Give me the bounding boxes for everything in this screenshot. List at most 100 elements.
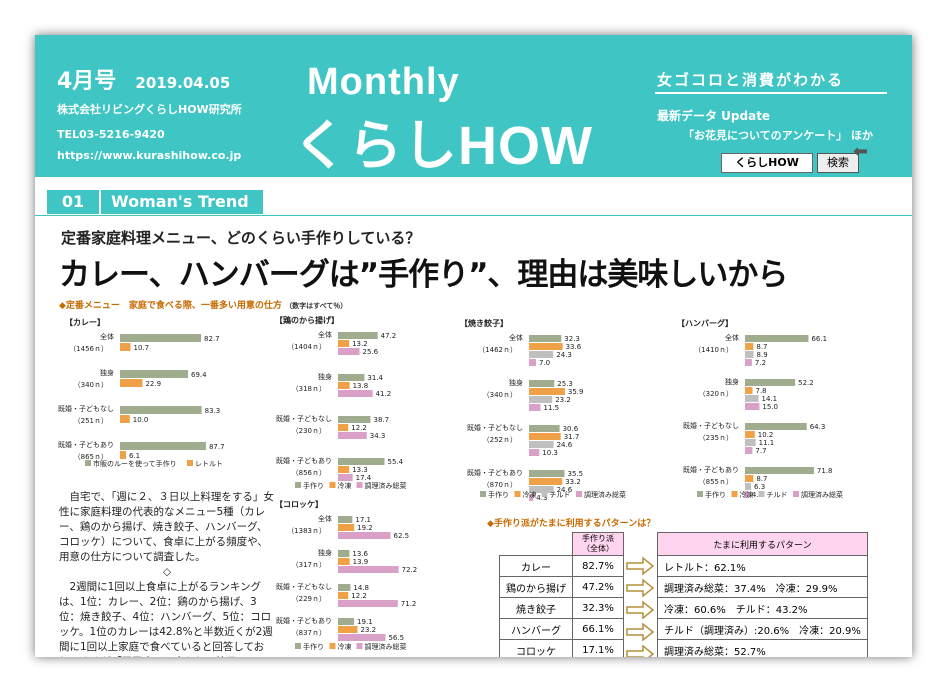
category-label: 既婚・子どもなし <box>467 423 523 432</box>
sample-size-label: （1383ｎ） <box>287 527 326 535</box>
table-row: レトルト：62.1% <box>657 555 868 577</box>
bar <box>120 379 143 387</box>
data-label: 7.7 <box>755 447 766 455</box>
body-paragraph-2: 2週間に1回以上食卓に上がるランキングは、1位：カレー、2位：鶏のから揚げ、3位… <box>59 581 273 657</box>
data-label: 83.3 <box>205 407 221 415</box>
bar <box>745 423 807 430</box>
section-number: 01 <box>47 190 101 214</box>
bar <box>338 566 399 573</box>
data-label: 15.0 <box>762 403 778 411</box>
bar <box>745 491 749 498</box>
data-label: 10.0 <box>133 416 149 424</box>
legend-label: 冷凍 <box>338 642 352 651</box>
section-tag: 01 Woman's Trend <box>47 190 263 214</box>
data-label: 64.3 <box>810 423 826 431</box>
data-label: 25.6 <box>363 348 379 356</box>
bar <box>745 467 814 474</box>
bar <box>120 334 202 342</box>
homemade-header-sub: （全体） <box>582 544 614 553</box>
data-label: 11.1 <box>759 439 775 447</box>
sample-size-label: （855ｎ） <box>699 478 733 486</box>
data-label: 38.7 <box>374 416 390 424</box>
data-label: 10.3 <box>542 449 558 457</box>
bar <box>529 380 555 387</box>
data-label: 13.8 <box>353 382 369 390</box>
homemade-value: 66.1% <box>572 618 624 640</box>
menu-label: コロッケ <box>499 639 573 657</box>
sample-size-label: （870ｎ） <box>483 481 517 489</box>
sample-size-label: （1404ｎ） <box>287 343 326 351</box>
category-label: 独身 <box>509 378 523 387</box>
bar <box>529 335 562 342</box>
data-label: 17.4 <box>356 474 372 482</box>
legend-swatch <box>731 491 738 497</box>
search-input[interactable]: くらしHOW <box>721 153 813 173</box>
legend-swatch <box>356 643 363 649</box>
legend-label: レトルト <box>195 460 223 468</box>
bar <box>529 470 565 477</box>
bar <box>120 343 131 351</box>
sample-size-label: （340ｎ） <box>74 381 108 389</box>
right-arrow-icon <box>626 600 655 620</box>
bar <box>529 441 554 448</box>
pattern-table: たまに利用するパターン レトルト：62.1% 調理済み総菜：37.4% 冷凍：2… <box>657 532 868 657</box>
homemade-table: 手作り派 （全体） カレー 82.7% 鶏のから揚げ 47.2% 焼き餃子 32.3% … <box>499 532 624 657</box>
bar <box>338 600 398 607</box>
table-row: コロッケ 17.1% <box>499 639 624 657</box>
category-label: 既婚・子どもあり <box>276 456 332 465</box>
table-row: チルド（調理済み）:20.6% 冷凍：20.9% <box>657 618 868 640</box>
table-row: 焼き餃子 32.3% <box>499 597 624 619</box>
bar <box>120 442 206 450</box>
data-label: 7.0 <box>539 359 550 367</box>
legend-swatch <box>356 482 363 488</box>
data-label: 72.2 <box>402 566 418 574</box>
pattern-cell: レトルト：62.1% <box>657 555 868 577</box>
pattern-cell: 調理済み総菜：52.7% <box>657 639 868 657</box>
site-url[interactable]: https://www.kurashihow.co.jp <box>57 149 242 162</box>
category-label: 独身 <box>318 548 332 557</box>
bar <box>745 343 754 350</box>
company-name: 株式会社リビングくらしHOW研究所 <box>57 103 242 116</box>
latest-data-item[interactable]: 「お花見についてのアンケート」 ほか <box>683 129 874 142</box>
tagline: 女ゴコロと消費がわかる <box>657 71 845 89</box>
table-row: カレー 82.7% <box>499 555 624 577</box>
homemade-value: 32.3% <box>572 597 624 619</box>
legend-label: 冷凍 <box>523 490 537 499</box>
chart-title-text: ◆定番メニュー 家庭で食べる際、一番多い用意の仕方 <box>59 301 282 311</box>
section-rule <box>35 215 912 216</box>
bar <box>745 447 753 454</box>
bar <box>745 475 754 482</box>
category-label: 全体 <box>318 514 332 523</box>
table-row: 鶏のから揚げ 47.2% <box>499 576 624 598</box>
pattern-cell: 調理済み総菜：37.4% 冷凍：29.9% <box>657 576 868 598</box>
homemade-header: 手作り派 （全体） <box>572 532 624 556</box>
sample-size-label: （865ｎ） <box>74 453 108 461</box>
page-frame: 4月号 2019.04.05 株式会社リビングくらしHOW研究所 TEL03-5… <box>35 35 912 657</box>
legend-label: 調理済み総菜 <box>365 481 407 490</box>
right-arrow-icon <box>626 578 655 598</box>
category-label: 全体 <box>509 333 523 342</box>
bar <box>338 550 350 557</box>
body-divider: ◇ <box>162 566 172 578</box>
category-label: 独身 <box>725 377 739 386</box>
bar <box>338 516 353 523</box>
data-label: 34.3 <box>370 432 386 440</box>
sample-size-label: （251ｎ） <box>74 417 108 425</box>
data-label: 35.9 <box>568 388 584 396</box>
legend-swatch <box>329 482 336 488</box>
data-label: 10.7 <box>133 344 149 352</box>
bar <box>338 524 355 531</box>
data-label: 19.1 <box>357 618 373 626</box>
legend-label: 手作り <box>488 490 509 499</box>
data-label: 23.2 <box>555 396 571 404</box>
data-label: 13.2 <box>352 340 368 348</box>
pointer-arrow-icon: ⬅ <box>853 141 869 162</box>
bar <box>338 634 386 641</box>
legend-swatch <box>697 491 703 497</box>
sample-size-label: （320ｎ） <box>699 390 733 398</box>
bar <box>338 466 350 473</box>
bar <box>745 395 759 402</box>
menu-label: 鶏のから揚げ <box>499 576 573 598</box>
legend-label: チルド <box>767 491 788 499</box>
search-button[interactable]: 検索 <box>817 153 859 173</box>
